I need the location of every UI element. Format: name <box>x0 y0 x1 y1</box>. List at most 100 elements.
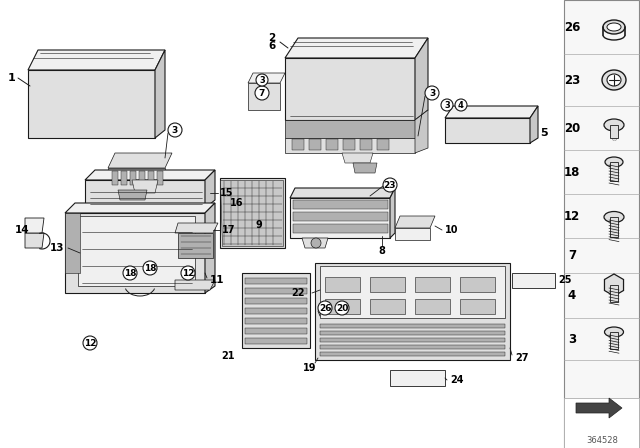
Text: 7: 7 <box>568 249 576 262</box>
Circle shape <box>318 301 332 315</box>
Circle shape <box>256 74 268 86</box>
Polygon shape <box>175 280 215 290</box>
Polygon shape <box>285 138 415 153</box>
Text: 18: 18 <box>144 263 156 272</box>
Polygon shape <box>320 352 505 356</box>
Polygon shape <box>370 299 405 314</box>
Polygon shape <box>415 110 428 153</box>
Polygon shape <box>460 277 495 292</box>
Text: 15: 15 <box>220 188 234 198</box>
Ellipse shape <box>604 211 624 223</box>
Polygon shape <box>320 324 505 328</box>
Polygon shape <box>360 139 372 150</box>
Polygon shape <box>343 139 355 150</box>
Text: 22: 22 <box>291 288 305 298</box>
Text: 14: 14 <box>15 225 29 235</box>
Text: 25: 25 <box>558 275 572 285</box>
Text: 1: 1 <box>8 73 16 83</box>
Circle shape <box>455 99 467 111</box>
Text: 3: 3 <box>429 89 435 98</box>
Text: 2: 2 <box>268 33 275 43</box>
Polygon shape <box>302 238 328 248</box>
Polygon shape <box>272 206 285 230</box>
Text: 24: 24 <box>450 375 463 385</box>
Polygon shape <box>205 203 215 293</box>
Text: 3: 3 <box>568 332 576 345</box>
Circle shape <box>441 99 453 111</box>
Polygon shape <box>25 218 44 233</box>
Polygon shape <box>245 328 307 334</box>
Text: 4: 4 <box>458 100 464 109</box>
Text: 18: 18 <box>124 268 136 277</box>
Circle shape <box>311 238 321 248</box>
Polygon shape <box>610 162 618 181</box>
Polygon shape <box>108 153 172 168</box>
Polygon shape <box>530 106 538 143</box>
Ellipse shape <box>603 20 625 34</box>
Text: 3: 3 <box>444 100 450 109</box>
Polygon shape <box>139 171 145 185</box>
Polygon shape <box>28 50 165 70</box>
Polygon shape <box>130 171 136 185</box>
Polygon shape <box>248 83 280 110</box>
Polygon shape <box>65 203 215 213</box>
Polygon shape <box>65 213 205 293</box>
Text: 8: 8 <box>379 246 385 256</box>
Circle shape <box>168 123 182 137</box>
Text: 6: 6 <box>268 41 275 51</box>
Polygon shape <box>290 188 395 198</box>
Polygon shape <box>415 277 450 292</box>
Circle shape <box>383 178 397 192</box>
Polygon shape <box>445 106 538 118</box>
Polygon shape <box>285 38 428 58</box>
Polygon shape <box>220 178 285 248</box>
Polygon shape <box>370 277 405 292</box>
Ellipse shape <box>605 327 623 337</box>
Polygon shape <box>326 139 338 150</box>
Text: 23: 23 <box>564 73 580 86</box>
Polygon shape <box>285 120 415 138</box>
Circle shape <box>335 301 349 315</box>
Text: 11: 11 <box>210 275 225 285</box>
Polygon shape <box>320 345 505 349</box>
Polygon shape <box>285 58 415 120</box>
Text: 3: 3 <box>172 125 178 134</box>
Polygon shape <box>245 338 307 344</box>
Text: 27: 27 <box>515 353 529 363</box>
Ellipse shape <box>607 74 621 86</box>
Polygon shape <box>445 118 530 143</box>
Polygon shape <box>112 171 118 185</box>
Text: 9: 9 <box>255 220 262 230</box>
Polygon shape <box>290 198 390 238</box>
Circle shape <box>255 86 269 100</box>
Text: 364528: 364528 <box>586 435 618 444</box>
Bar <box>564 398 639 448</box>
Polygon shape <box>309 139 321 150</box>
Text: 18: 18 <box>564 165 580 178</box>
Polygon shape <box>342 153 373 163</box>
Text: 3: 3 <box>259 76 265 85</box>
Circle shape <box>425 86 439 100</box>
Text: 7: 7 <box>259 89 265 98</box>
Ellipse shape <box>602 70 626 90</box>
Polygon shape <box>512 273 555 288</box>
Polygon shape <box>272 230 285 240</box>
Polygon shape <box>325 277 360 292</box>
Polygon shape <box>390 188 395 238</box>
Text: 21: 21 <box>221 351 235 361</box>
Polygon shape <box>242 273 310 348</box>
Polygon shape <box>610 332 618 349</box>
Polygon shape <box>245 278 307 284</box>
Polygon shape <box>245 318 307 324</box>
Polygon shape <box>610 125 618 138</box>
Polygon shape <box>576 398 622 418</box>
Polygon shape <box>155 50 165 138</box>
Polygon shape <box>121 171 127 185</box>
Polygon shape <box>395 216 435 228</box>
Polygon shape <box>245 288 307 294</box>
Polygon shape <box>148 171 154 185</box>
Polygon shape <box>604 274 623 296</box>
Polygon shape <box>320 338 505 342</box>
Circle shape <box>83 336 97 350</box>
Text: 19: 19 <box>303 363 317 373</box>
